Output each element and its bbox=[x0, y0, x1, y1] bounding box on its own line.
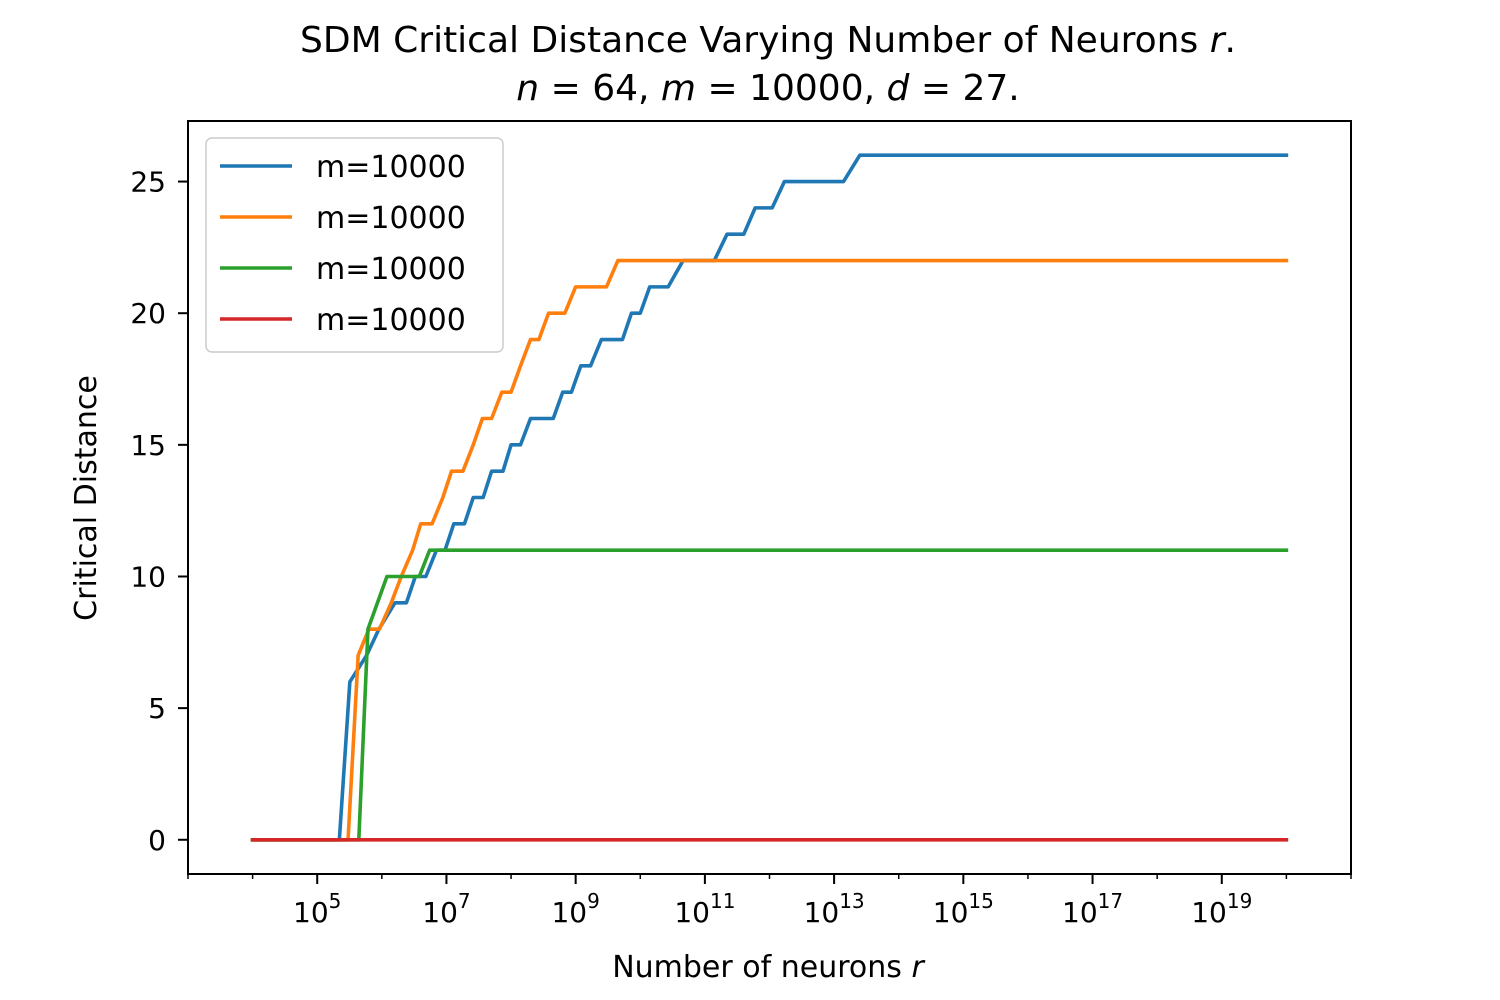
y-tick-label: 5 bbox=[148, 692, 166, 725]
y-axis-ticks: 0 5 10 15 20 25 bbox=[130, 166, 188, 857]
x-tick-label: 109 bbox=[551, 889, 599, 929]
y-tick-label: 0 bbox=[148, 824, 166, 857]
series-layer bbox=[250, 153, 1289, 842]
x-axis-label: Number of neurons r bbox=[612, 950, 925, 985]
x-tick-label: 1011 bbox=[674, 889, 735, 929]
y-tick-label: 10 bbox=[130, 560, 166, 593]
legend-label-3: m=10000 bbox=[316, 252, 466, 287]
series-line-1 bbox=[250, 153, 1289, 842]
x-tick-label: 1019 bbox=[1191, 889, 1252, 929]
x-tick-label: 1017 bbox=[1062, 889, 1123, 929]
y-axis-label: Critical Distance bbox=[69, 375, 104, 621]
legend-label-1: m=10000 bbox=[316, 150, 466, 185]
x-tick-label: 1015 bbox=[933, 889, 994, 929]
x-tick-label: 1013 bbox=[804, 889, 865, 929]
legend-box bbox=[205, 137, 504, 353]
y-tick-label: 25 bbox=[130, 166, 166, 199]
chart-title: SDM Critical Distance Varying Number of … bbox=[300, 20, 1236, 61]
legend: m=10000 m=10000 m=10000 m=10000 bbox=[205, 137, 504, 353]
legend-label-2: m=10000 bbox=[316, 201, 466, 236]
chart-subtitle: n = 64, m = 10000, d = 27. bbox=[516, 68, 1019, 109]
y-tick-label: 20 bbox=[130, 297, 166, 330]
y-tick-label: 15 bbox=[130, 429, 166, 462]
series-line-2 bbox=[250, 258, 1289, 842]
legend-label-4: m=10000 bbox=[316, 303, 466, 338]
x-tick-label: 105 bbox=[293, 889, 341, 929]
x-axis-ticks: 105 107 109 1011 1013 1015 1017 1019 bbox=[187, 874, 1352, 929]
x-tick-label: 107 bbox=[422, 889, 470, 929]
